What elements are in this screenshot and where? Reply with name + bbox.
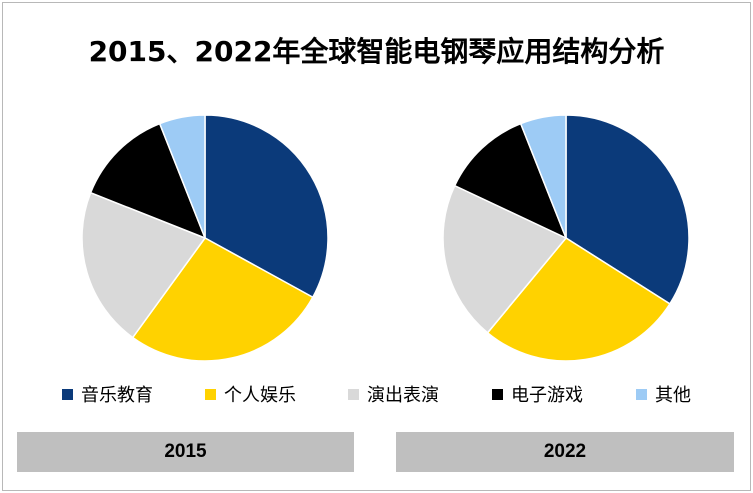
legend-swatch [348,388,359,400]
legend-swatch [636,388,647,400]
pie-slice-2015-1 [131,237,314,362]
pie-slice-2022-4 [519,114,567,239]
legend-item-performance: 演出表演 [348,381,439,407]
legend-item-video-games: 电子游戏 [492,381,583,407]
legend-label: 个人娱乐 [224,385,296,406]
pie-slice-2015-3 [89,122,207,240]
pie-slice-2022-2 [442,184,568,334]
year-label-2015: 2015 [17,432,354,472]
pie-slice-2022-3 [453,122,568,240]
legend-label: 电子游戏 [511,385,583,406]
legend-item-other: 其他 [636,381,691,407]
legend-item-personal-entertainment: 个人娱乐 [205,381,296,407]
legend-swatch [492,388,503,400]
legend-swatch [62,388,73,400]
pie-slice-2015-4 [158,114,206,239]
pie-slice-2022-1 [486,237,671,362]
legend-label: 演出表演 [367,385,439,406]
pie-slice-2015-0 [204,114,329,299]
chart-title: 2015、2022年全球智能电钢琴应用结构分析 [88,35,665,68]
legend-item-music-education: 音乐教育 [62,381,153,407]
legend: 音乐教育 个人娱乐 演出表演 电子游戏 其他 [0,381,753,407]
legend-swatch [205,388,216,400]
pie-slice-2015-2 [81,191,207,339]
legend-label: 音乐教育 [81,385,153,406]
year-label-2022: 2022 [396,432,734,472]
legend-label: 其他 [655,385,691,406]
